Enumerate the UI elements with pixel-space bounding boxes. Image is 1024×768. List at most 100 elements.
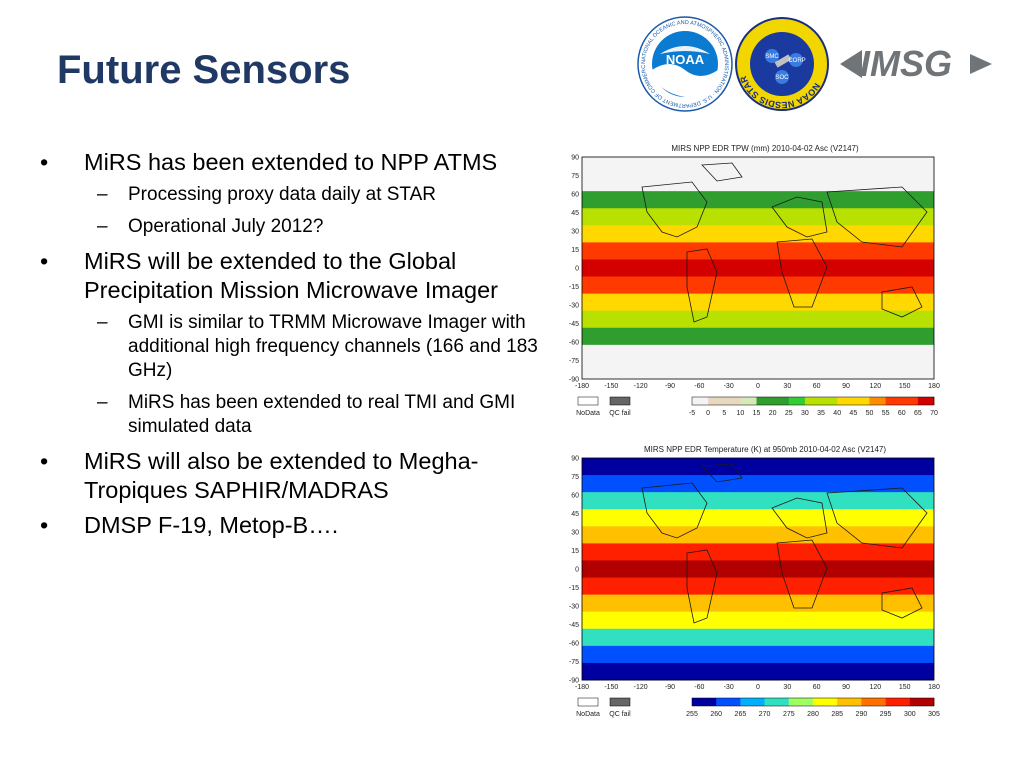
map-frame bbox=[581, 457, 935, 681]
continent-outline bbox=[701, 463, 743, 483]
colorbar-tick-label: 30 bbox=[801, 410, 809, 417]
sub-bullet-item: – Processing proxy data daily at STAR bbox=[97, 184, 437, 205]
lat-tick-label: 30 bbox=[571, 229, 579, 236]
lat-tick-label: 0 bbox=[575, 567, 579, 574]
colorbar-tick-label: 15 bbox=[753, 410, 761, 417]
legend-swatch bbox=[609, 697, 631, 707]
lon-tick-label: 120 bbox=[869, 383, 881, 390]
lon-tick-label: 60 bbox=[813, 383, 821, 390]
colorbar-segment bbox=[692, 397, 709, 405]
continent-outline bbox=[776, 539, 828, 609]
colorbar-tick-label: 60 bbox=[898, 410, 906, 417]
lon-tick-label: -120 bbox=[634, 684, 648, 691]
colorbar-segment bbox=[917, 397, 935, 405]
colorbar-segment bbox=[821, 397, 838, 405]
lat-tick-label: -45 bbox=[569, 622, 579, 629]
colorbar-tick-label: 255 bbox=[686, 711, 698, 718]
bullet-item: • MiRS will also be extended to Megha-Tro… bbox=[40, 448, 479, 503]
lon-tick-label: -90 bbox=[665, 684, 675, 691]
legend-swatch bbox=[577, 396, 599, 406]
lon-tick-label: -30 bbox=[724, 684, 734, 691]
lon-tick-label: -60 bbox=[694, 684, 704, 691]
lon-tick-label: -180 bbox=[575, 684, 589, 691]
colorbar-segment bbox=[813, 698, 838, 706]
lon-tick-label: -150 bbox=[604, 383, 618, 390]
sub-bullet-text: MiRS has been extended to real TMI and G… bbox=[128, 392, 516, 437]
lat-tick-label: -30 bbox=[569, 303, 579, 310]
bullet-text: MiRS has been extended to NPP ATMS bbox=[84, 149, 498, 175]
map-color-band bbox=[582, 645, 934, 664]
continent-outline bbox=[826, 487, 928, 549]
colorbar-tick-label: 260 bbox=[710, 711, 722, 718]
map-color-band bbox=[582, 492, 934, 510]
map-color-band bbox=[582, 276, 934, 295]
colorbar-tick-label: 70 bbox=[930, 410, 938, 417]
colorbar-tick-label: 290 bbox=[856, 711, 868, 718]
lon-tick-label: 120 bbox=[869, 684, 881, 691]
map-color-band bbox=[582, 458, 934, 476]
continent-outline bbox=[771, 497, 828, 539]
map-color-band bbox=[582, 157, 934, 175]
colorbar-tick-label: 35 bbox=[817, 410, 825, 417]
colorbar-tick-label: 25 bbox=[785, 410, 793, 417]
star-corp-text: CORP bbox=[788, 58, 805, 64]
lat-tick-label: 15 bbox=[571, 247, 579, 254]
colorbar-segment bbox=[869, 397, 886, 405]
lat-tick-label: 60 bbox=[571, 493, 579, 500]
legend-label: QC fail bbox=[609, 410, 631, 417]
colorbar-tick-label: 5 bbox=[722, 410, 726, 417]
colorbar-segment bbox=[885, 397, 903, 405]
lat-tick-label: 90 bbox=[571, 155, 579, 162]
colorbar-tick-label: 20 bbox=[769, 410, 777, 417]
lat-tick-label: -90 bbox=[569, 678, 579, 685]
lon-tick-label: 30 bbox=[783, 383, 791, 390]
noaa-logo-text: NOAA bbox=[666, 52, 705, 67]
map-color-band bbox=[582, 526, 934, 544]
lat-tick-label: 90 bbox=[571, 456, 579, 463]
colorbar-tick-label: 0 bbox=[706, 410, 710, 417]
continent-outline bbox=[686, 549, 718, 624]
colorbar-tick-label: -5 bbox=[689, 410, 695, 417]
lon-tick-label: 150 bbox=[899, 684, 911, 691]
colorbar-frame bbox=[691, 396, 935, 406]
lat-tick-label: 45 bbox=[571, 210, 579, 217]
imsg-logo-text: IMSG bbox=[860, 43, 952, 84]
colorbar-segment bbox=[772, 397, 790, 405]
colorbar-tick-label: 295 bbox=[880, 711, 892, 718]
lon-tick-label: 90 bbox=[842, 684, 850, 691]
lon-tick-label: -30 bbox=[724, 383, 734, 390]
colorbar-tick-label: 300 bbox=[904, 711, 916, 718]
lon-tick-label: 0 bbox=[756, 383, 760, 390]
bullet-item: • DMSP F-19, Metop-B…. bbox=[40, 512, 339, 538]
continent-outline bbox=[701, 162, 743, 182]
colorbar-segment bbox=[692, 698, 717, 706]
map-color-band bbox=[582, 662, 934, 681]
lon-tick-label: 150 bbox=[899, 383, 911, 390]
colorbar-segment bbox=[837, 397, 854, 405]
colorbar-segment bbox=[901, 397, 919, 405]
legend-label: NoData bbox=[576, 410, 600, 417]
lon-tick-label: -120 bbox=[634, 383, 648, 390]
lat-tick-label: -15 bbox=[569, 585, 579, 592]
map-color-band bbox=[582, 225, 934, 243]
imsg-logo-icon: IMSG bbox=[840, 43, 992, 84]
lat-tick-label: -75 bbox=[569, 358, 579, 365]
star-logo-icon: SMC CORP SOC NOAA NESDIS STAR bbox=[735, 17, 829, 111]
colorbar-tick-label: 270 bbox=[759, 711, 771, 718]
map-color-band bbox=[582, 509, 934, 527]
sub-bullet-item: – MiRS has been extended to real TMI and … bbox=[97, 392, 516, 437]
map-color-band bbox=[582, 293, 934, 312]
map-title: MIRS NPP EDR Temperature (K) at 950mb 20… bbox=[643, 445, 887, 454]
map-color-band bbox=[582, 242, 934, 260]
lat-tick-label: 30 bbox=[571, 530, 579, 537]
lat-tick-label: 45 bbox=[571, 511, 579, 518]
colorbar-segment bbox=[724, 397, 741, 405]
map-color-band bbox=[582, 344, 934, 363]
map-color-band bbox=[582, 560, 934, 579]
sub-bullet-text: Operational July 2012? bbox=[128, 216, 324, 237]
lon-tick-label: 60 bbox=[813, 684, 821, 691]
legend-swatch bbox=[577, 697, 599, 707]
map-color-band bbox=[582, 475, 934, 493]
continent-outline bbox=[641, 482, 708, 539]
colorbar-tick-label: 305 bbox=[928, 711, 940, 718]
